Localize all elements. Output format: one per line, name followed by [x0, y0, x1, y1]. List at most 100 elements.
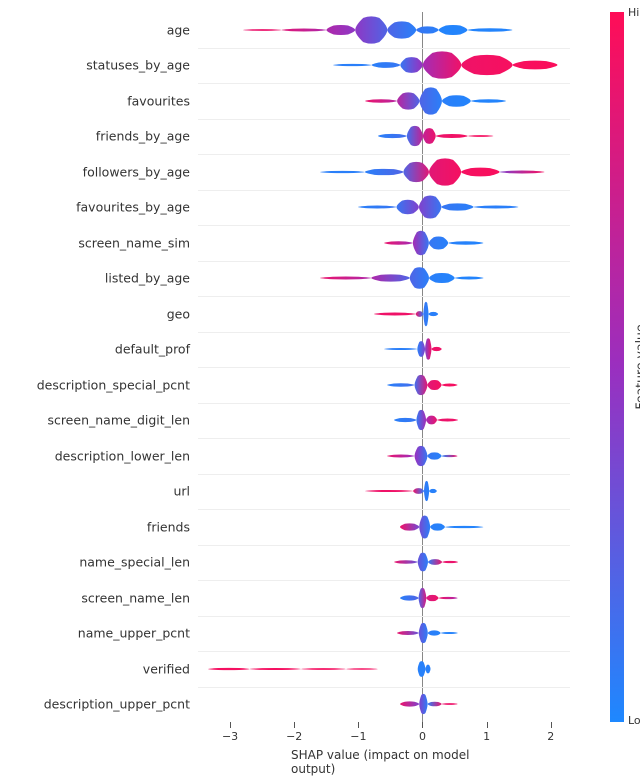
row-separator: [198, 580, 570, 581]
violin-segment: [320, 171, 365, 173]
x-tick-label: 1: [483, 730, 490, 743]
feature-label: favourites_by_age: [76, 200, 198, 215]
violin-segment: [455, 277, 484, 280]
violin-segment: [410, 267, 429, 289]
violin-segment: [400, 57, 422, 73]
beeswarm-row: [394, 402, 458, 438]
beeswarm-row: [208, 651, 431, 687]
violin-segment: [365, 169, 403, 175]
beeswarm-row: [243, 12, 512, 48]
x-axis-label: SHAP value (impact on model output): [291, 748, 477, 776]
violin-segment: [429, 489, 437, 493]
violin-segment: [419, 623, 428, 643]
violin-segment: [387, 454, 415, 457]
beeswarm-row: [365, 83, 506, 119]
violin-segment: [400, 595, 419, 600]
beeswarm-row: [384, 331, 442, 367]
violin-segment: [440, 632, 457, 634]
beeswarm-row: [320, 154, 544, 190]
violin-segment: [403, 162, 429, 182]
violin-segment: [301, 668, 346, 670]
violin-segment: [417, 553, 427, 572]
colorbar-axis-label: Feature value: [633, 324, 640, 409]
violin-segment: [448, 241, 483, 244]
violin-segment: [431, 347, 441, 351]
colorbar: High Low Feature value: [610, 12, 624, 722]
violin-segment: [358, 206, 396, 209]
x-tick-label: 0: [419, 730, 426, 743]
row-separator: [198, 438, 570, 439]
violin-segment: [442, 455, 458, 457]
violin-segment: [422, 128, 435, 144]
violin-segment: [208, 668, 250, 670]
feature-label: name_special_len: [79, 555, 198, 570]
violin-segment: [437, 419, 458, 422]
violin-segment: [445, 526, 483, 528]
beeswarm-row: [400, 686, 458, 722]
violin-segment: [397, 92, 419, 109]
violin-segment: [416, 26, 438, 33]
violin-segment: [439, 25, 468, 35]
beeswarm-row: [365, 473, 437, 509]
violin-segment: [442, 703, 458, 705]
violin-segment: [499, 170, 544, 173]
feature-label: age: [167, 22, 198, 37]
feature-label: description_special_pcnt: [37, 377, 198, 392]
violin-segment: [387, 383, 415, 386]
beeswarm-row: [333, 47, 557, 83]
violin-segment: [397, 200, 419, 214]
feature-label: followers_by_age: [83, 164, 198, 179]
row-separator: [198, 367, 570, 368]
x-tick: [358, 722, 359, 728]
violin-segment: [419, 694, 427, 714]
violin-segment: [394, 561, 418, 564]
violin-segment: [428, 380, 442, 390]
violin-segment: [512, 61, 557, 70]
violin-segment: [442, 383, 458, 386]
violin-segment: [384, 348, 417, 350]
violin-segment: [417, 661, 425, 677]
violin-segment: [428, 702, 442, 707]
violin-segment: [425, 338, 431, 360]
violin-segment: [429, 312, 439, 316]
violin-segment: [416, 410, 426, 430]
row-separator: [198, 545, 570, 546]
colorbar-high-label: High: [628, 6, 640, 19]
feature-label: screen_name_digit_len: [47, 413, 198, 428]
violin-segment: [384, 241, 413, 244]
feature-label: screen_name_sim: [78, 235, 198, 250]
x-tick: [422, 722, 423, 728]
feature-label: friends: [147, 519, 198, 534]
violin-segment: [333, 64, 371, 66]
beeswarm-row: [397, 615, 458, 651]
violin-segment: [419, 196, 441, 219]
violin-segment: [442, 95, 471, 107]
violin-segment: [326, 25, 355, 35]
beeswarm-row: [400, 509, 483, 545]
violin-segment: [426, 416, 437, 425]
violin-segment: [417, 341, 425, 357]
violin-segment: [371, 62, 400, 68]
row-separator: [198, 687, 570, 688]
feature-label: listed_by_age: [105, 271, 198, 286]
violin-segment: [442, 561, 458, 563]
x-tick-label: −1: [350, 730, 366, 743]
violin-segment: [426, 595, 438, 601]
colorbar-gradient: [610, 12, 624, 722]
beeswarm-row: [358, 189, 518, 225]
violin-segment: [416, 311, 424, 317]
violin-segment: [374, 312, 416, 315]
violin-segment: [243, 29, 281, 31]
violin-segment: [442, 204, 474, 211]
colorbar-low-label: Low: [628, 714, 640, 727]
violin-segment: [428, 452, 442, 459]
violin-segment: [415, 446, 428, 466]
violin-segment: [365, 99, 397, 102]
feature-label: statuses_by_age: [86, 58, 198, 73]
x-tick-label: 2: [547, 730, 554, 743]
x-tick: [230, 722, 231, 728]
violin-segment: [397, 631, 419, 635]
feature-label: friends_by_age: [96, 129, 198, 144]
x-tick: [551, 722, 552, 728]
row-separator: [198, 509, 570, 510]
